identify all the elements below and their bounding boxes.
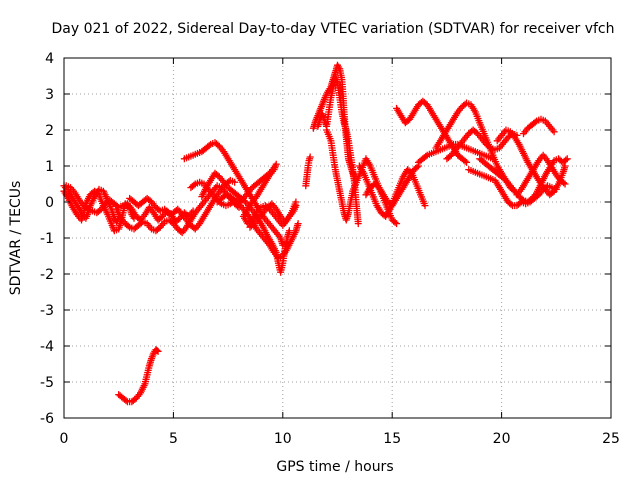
series-f1 [115,346,162,406]
y-tick-label: 2 [45,123,54,139]
data-point [413,163,421,171]
data-point [122,397,130,405]
data-point [461,157,469,165]
y-tick-label: 4 [45,51,54,67]
series-d1 [393,97,471,166]
data-point [422,152,430,160]
data-point [354,220,362,228]
data-point [561,180,569,188]
data-point [391,218,399,226]
y-tick-label: -2 [40,267,54,283]
data-point [154,347,162,355]
data-point [285,227,293,235]
series-e5 [476,155,571,206]
data-point [560,179,568,187]
series-d4 [443,126,521,163]
x-tick-label: 0 [60,431,69,447]
x-tick-label: 15 [383,431,401,447]
y-tick-label: -1 [40,231,54,247]
x-tick-label: 10 [274,431,292,447]
ticks: 0 5 10 15 20 25 -6 -5 -4 -3 -2 -1 0 1 2 3 4 [40,51,620,447]
data-point [294,220,302,228]
data-point [561,162,569,170]
y-tick-label: 0 [45,195,54,211]
data-point [463,158,471,166]
data-point [231,178,239,186]
x-axis-label: GPS time / hours [276,459,393,475]
y-tick-label: -5 [40,375,54,391]
data-point [205,142,213,150]
x-tick-label: 5 [169,431,178,447]
series-c1 [302,153,314,190]
data-point [190,181,198,189]
y-tick-label: 1 [45,159,54,175]
y-axis-label: SDTVAR / TECUs [8,181,24,296]
data-point [216,199,224,207]
data-point [421,202,429,210]
series-c6 [362,162,422,210]
y-tick-label: -6 [40,411,54,427]
data-point [393,220,401,228]
series-e4 [519,115,558,138]
series-c3 [314,72,362,228]
data-point [550,128,558,136]
x-tick-label: 20 [493,431,511,447]
data-point [153,347,161,354]
y-tick-label: 3 [45,87,54,103]
series-b4 [246,200,300,231]
data-point [306,153,314,161]
data-point [562,156,570,164]
data-point [485,143,493,151]
data-points [60,61,571,406]
series-b5 [187,178,302,262]
data-point [507,200,515,208]
data-point [292,202,300,210]
data-point [124,222,132,230]
data-point [518,195,526,203]
grid [64,58,611,418]
y-tick-label: -3 [40,303,54,319]
x-tick-label: 25 [602,431,620,447]
data-point [531,118,539,126]
y-tick-label: -4 [40,339,54,355]
data-point [83,204,91,212]
series-a3 [62,182,197,226]
chart-title: Day 021 of 2022, Sidereal Day-to-day VTE… [51,21,614,37]
data-point [563,155,571,163]
